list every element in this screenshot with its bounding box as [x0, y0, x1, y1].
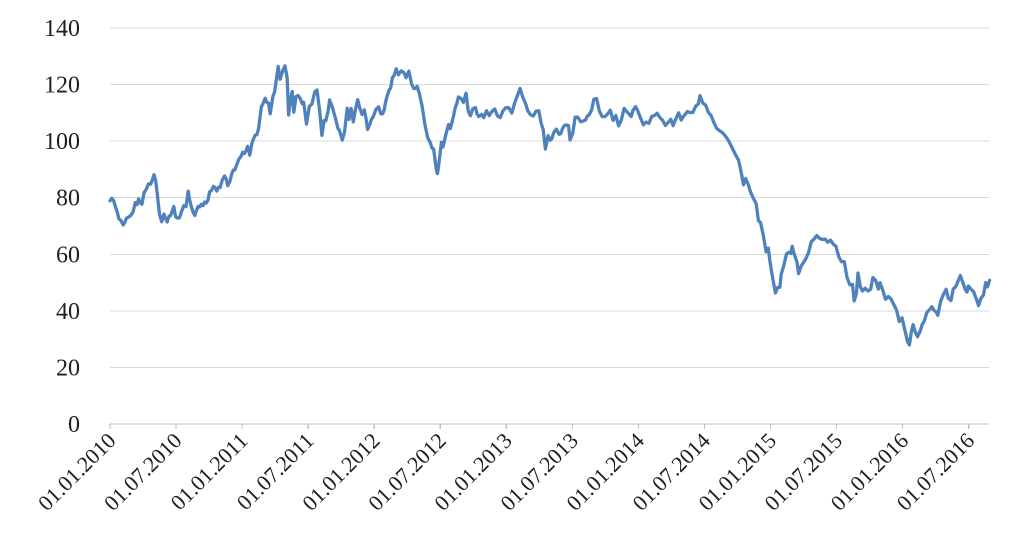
y-axis-tick-label: 120	[44, 73, 80, 99]
y-axis-tick-label: 40	[56, 299, 80, 325]
y-axis-tick-label: 100	[44, 129, 80, 155]
y-axis-tick-label: 140	[44, 16, 80, 42]
y-axis-tick-label: 0	[68, 412, 80, 438]
price-line	[108, 64, 992, 347]
y-axis-tick-label: 60	[56, 242, 80, 268]
y-axis-tick-label: 80	[56, 186, 80, 212]
y-axis-tick-label: 20	[56, 355, 80, 381]
